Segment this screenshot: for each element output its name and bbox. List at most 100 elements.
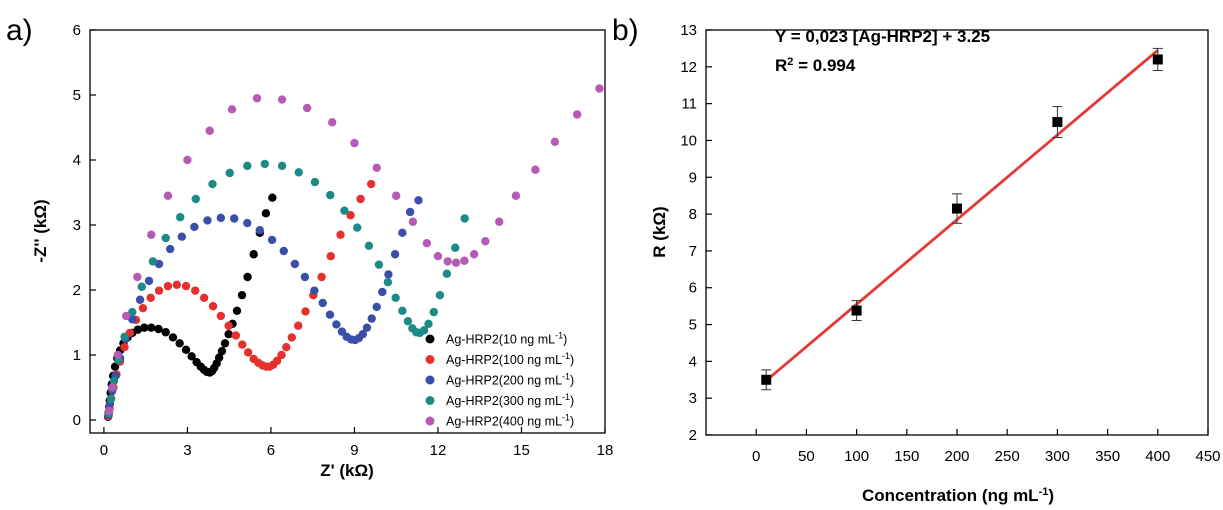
data-point bbox=[362, 323, 372, 332]
data-point bbox=[135, 295, 145, 304]
data-point bbox=[163, 281, 173, 291]
data-point bbox=[109, 376, 119, 386]
x-tick-label: 50 bbox=[798, 448, 815, 465]
data-point bbox=[317, 272, 326, 282]
data-point bbox=[261, 209, 271, 218]
legend-label: Ag-HRP2(200 ng mL-1) bbox=[446, 372, 574, 388]
data-point bbox=[325, 310, 335, 319]
data-point bbox=[133, 325, 143, 334]
panel-b-y-ticks: 2 3 4 5 6 7 8 9 10 11 12 13 bbox=[680, 22, 712, 444]
data-point bbox=[408, 217, 418, 226]
data-point bbox=[255, 226, 265, 235]
data-point-square bbox=[952, 203, 962, 214]
legend-label-main: Ag-HRP2(100 ng mL bbox=[446, 353, 562, 367]
data-point bbox=[133, 272, 142, 282]
data-point bbox=[108, 383, 117, 392]
y-tick-label: 13 bbox=[680, 22, 697, 39]
panel-b-equation: Y = 0,023 [Ag-HRP2] + 3.25 bbox=[775, 27, 990, 46]
data-point bbox=[105, 406, 114, 416]
legend-label-main: Ag-HRP2(300 ng mL bbox=[446, 394, 562, 408]
data-point bbox=[310, 177, 320, 187]
data-point-group bbox=[1052, 106, 1063, 139]
x-tick-label: 0 bbox=[100, 442, 108, 459]
data-point bbox=[481, 237, 490, 246]
data-point bbox=[290, 259, 300, 269]
data-point bbox=[227, 105, 237, 114]
data-point bbox=[260, 159, 270, 169]
data-point bbox=[443, 257, 452, 266]
data-point bbox=[217, 346, 227, 356]
y-tick-label: 6 bbox=[73, 22, 81, 39]
data-point bbox=[346, 211, 355, 220]
data-point bbox=[277, 161, 287, 171]
data-point bbox=[451, 258, 461, 267]
data-point bbox=[460, 256, 469, 265]
panel-b-r2-prefix: R bbox=[775, 56, 787, 75]
data-point bbox=[120, 332, 129, 341]
legend-label: Ag-HRP2(400 ng mL-1) bbox=[446, 413, 574, 429]
panel-a-x-axis-title: Z' (kΩ) bbox=[320, 461, 374, 480]
data-point bbox=[398, 228, 407, 237]
data-point bbox=[208, 302, 218, 311]
legend-label: Ag-HRP2(100 ng mL-1) bbox=[446, 351, 574, 367]
data-point bbox=[350, 138, 359, 148]
data-point bbox=[154, 324, 163, 334]
data-point bbox=[374, 260, 384, 269]
y-tick-label: 3 bbox=[689, 390, 697, 407]
data-point bbox=[243, 161, 252, 171]
y-tick-label: 5 bbox=[73, 87, 81, 104]
data-point bbox=[224, 330, 233, 339]
x-tick-label: 9 bbox=[350, 442, 358, 459]
data-point bbox=[225, 168, 234, 178]
data-point bbox=[595, 84, 604, 93]
series-4 bbox=[104, 159, 469, 418]
data-point bbox=[383, 278, 393, 287]
data-point bbox=[414, 196, 423, 205]
data-point bbox=[391, 293, 400, 302]
series-5 bbox=[105, 84, 604, 416]
y-tick-label: 12 bbox=[680, 59, 697, 76]
panel-b-x-axis-title-sup: -1 bbox=[1039, 486, 1049, 498]
data-point bbox=[138, 304, 148, 313]
legend-label-sup: -1 bbox=[555, 331, 563, 341]
x-tick-label: 450 bbox=[1195, 448, 1220, 465]
data-point-square bbox=[761, 374, 772, 385]
data-point bbox=[442, 269, 452, 278]
y-tick-label: 2 bbox=[689, 427, 697, 444]
data-point bbox=[364, 241, 374, 250]
data-point-square bbox=[1052, 117, 1063, 128]
data-point bbox=[366, 179, 376, 189]
data-point bbox=[161, 328, 170, 337]
data-point bbox=[106, 395, 116, 404]
data-point bbox=[268, 193, 277, 202]
data-point bbox=[140, 323, 149, 332]
legend-label: Ag-HRP2(300 ng mL-1) bbox=[446, 392, 574, 408]
legend-label: Ag-HRP2(10 ng mL-1) bbox=[446, 331, 567, 347]
data-point bbox=[231, 331, 241, 340]
data-point bbox=[495, 217, 504, 226]
data-point bbox=[403, 317, 413, 326]
x-tick-label: 3 bbox=[183, 442, 191, 459]
data-point bbox=[187, 352, 196, 361]
data-point bbox=[175, 213, 185, 222]
y-tick-label: 1 bbox=[73, 347, 81, 364]
data-point bbox=[199, 293, 209, 302]
data-point bbox=[550, 137, 560, 146]
panel-b: b) 0 50 100 150 200 250 300 350 400 450 2 3 4 5 6 7 8 9 1… bbox=[612, 14, 1221, 505]
legend-label-main: Ag-HRP2(10 ng mL bbox=[446, 333, 555, 347]
legend-label-sup: -1 bbox=[562, 413, 570, 423]
data-point-group bbox=[851, 300, 862, 321]
x-tick-label: 300 bbox=[1045, 448, 1070, 465]
data-point bbox=[238, 340, 247, 349]
data-point bbox=[120, 343, 129, 352]
legend-label-sup: -1 bbox=[562, 372, 570, 382]
legend-label-sup: -1 bbox=[562, 392, 570, 402]
data-point bbox=[367, 314, 376, 323]
data-point bbox=[147, 230, 156, 239]
data-point bbox=[300, 272, 310, 282]
legend-label-end: ) bbox=[570, 353, 574, 367]
panel-b-plot-frame bbox=[705, 29, 1209, 436]
series-2 bbox=[104, 179, 376, 421]
y-tick-label: 10 bbox=[680, 132, 697, 149]
data-point bbox=[277, 350, 286, 360]
